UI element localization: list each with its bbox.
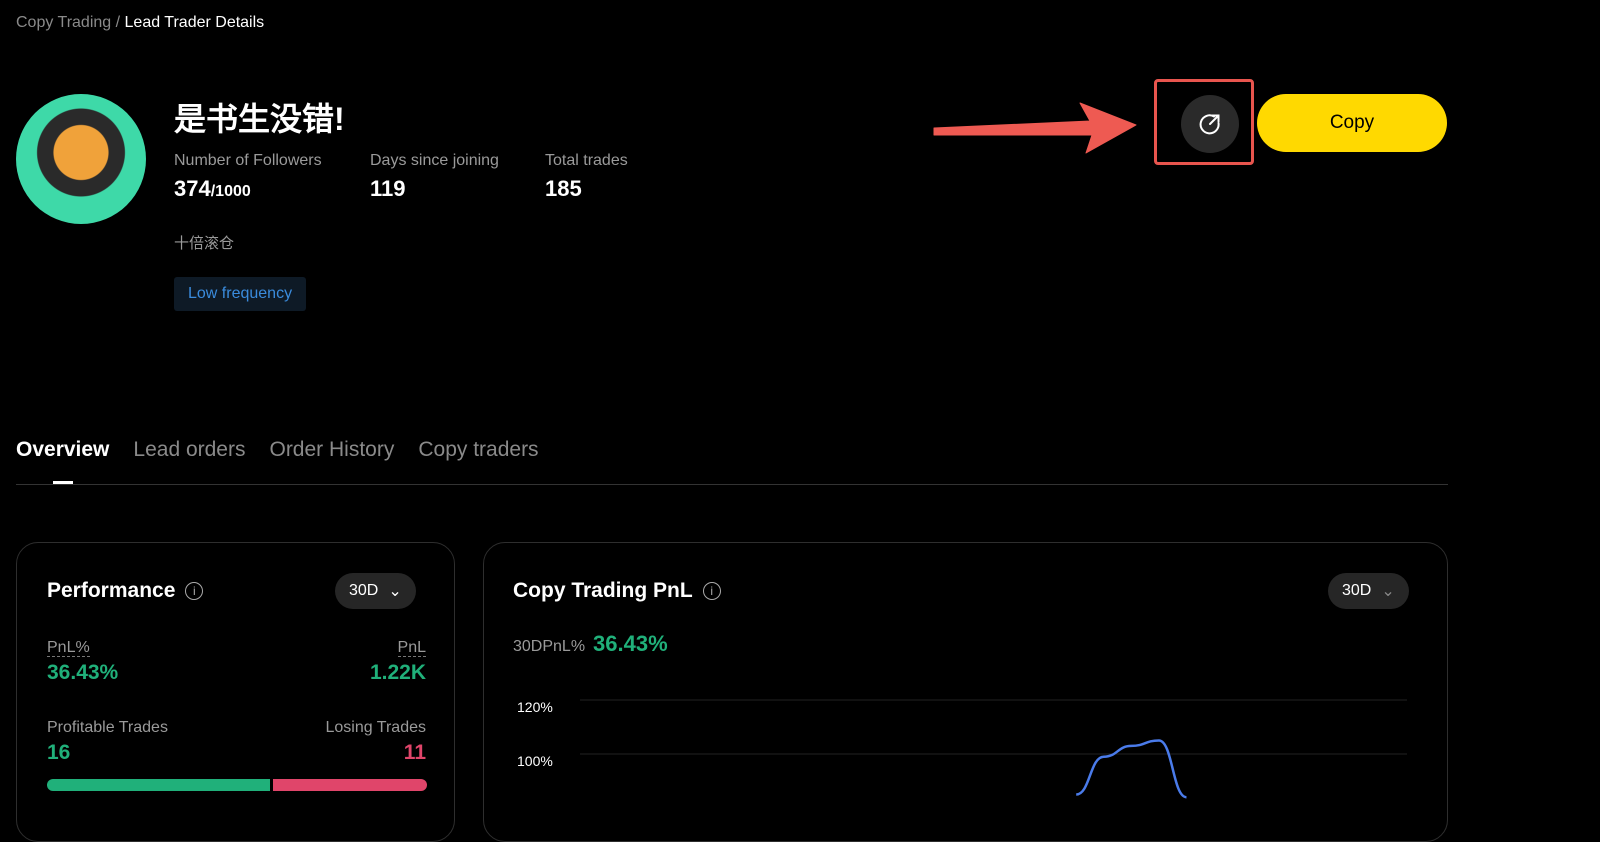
pnl-pct-label: PnL% [47, 639, 90, 657]
performance-period-select[interactable]: 30D ⌄ [335, 573, 416, 609]
info-icon[interactable]: i [702, 582, 721, 600]
profitable-label: Profitable Trades [47, 719, 168, 736]
info-icon[interactable]: i [185, 582, 204, 600]
share-button[interactable] [1181, 95, 1239, 153]
performance-title: Performance [47, 579, 176, 602]
tab-overview[interactable]: Overview [16, 438, 109, 484]
losing-label: Losing Trades [325, 719, 426, 736]
stat-days: Days since joining 119 [370, 152, 499, 202]
profitable-value: 16 [47, 741, 71, 764]
tab-order-history[interactable]: Order History [269, 438, 395, 461]
stat-value: 185 [545, 176, 582, 201]
stat-followers: Number of Followers 374/1000 [174, 152, 322, 202]
losing-value: 11 [403, 741, 426, 764]
tab-lead-orders[interactable]: Lead orders [133, 438, 246, 461]
tab-copy-traders[interactable]: Copy traders [418, 438, 539, 461]
pnl-series-line [1075, 739, 1187, 799]
tab-bar: Overview Lead orders Order History Copy … [16, 438, 1448, 485]
breadcrumb-separator: / [115, 14, 121, 31]
breadcrumb: Copy Trading / Lead Trader Details [16, 14, 264, 32]
pnl-chart-title: Copy Trading PnL [513, 579, 693, 602]
trader-name: 是书生没错! [174, 101, 345, 137]
win-loss-bar [47, 779, 427, 791]
period-value: 30D [1342, 582, 1372, 599]
breadcrumb-current: Lead Trader Details [124, 14, 265, 31]
win-bar [47, 779, 271, 791]
pnl-chart-card: Copy Trading PnL i 30D ⌄ 30DPnL% 36.43% 120… [483, 542, 1448, 842]
stat-suffix: /1000 [210, 183, 251, 200]
pnl-pct-value: 36.43% [47, 661, 119, 684]
pnl-value: 1.22K [369, 661, 426, 684]
loss-bar [273, 779, 427, 791]
share-icon [1199, 114, 1220, 135]
y-tick-label: 100% [517, 753, 553, 769]
pnl-line-chart [580, 699, 1407, 799]
y-tick-label: 120% [517, 699, 553, 715]
trader-bio: 十倍滚仓 [174, 235, 235, 252]
pnl-label: PnL [397, 639, 426, 657]
stat-value: 119 [370, 176, 406, 201]
chevron-down-icon: ⌄ [1381, 583, 1395, 600]
summary-label: 30DPnL% [513, 638, 586, 655]
stat-label: Days since joining [370, 152, 499, 169]
chevron-down-icon: ⌄ [388, 583, 402, 600]
avatar [16, 94, 146, 224]
pnl-period-select[interactable]: 30D ⌄ [1328, 573, 1409, 609]
stat-label: Number of Followers [174, 152, 322, 169]
annotation-arrow [933, 102, 1137, 154]
copy-button[interactable]: Copy [1257, 94, 1447, 152]
frequency-tag: Low frequency [174, 277, 307, 311]
annotation-highlight-box [1154, 79, 1254, 165]
stat-trades: Total trades 185 [545, 152, 628, 202]
stat-label: Total trades [545, 152, 628, 169]
summary-value: 36.43% [593, 631, 668, 656]
breadcrumb-parent[interactable]: Copy Trading [16, 14, 112, 31]
performance-card: Performance i 30D ⌄ PnL% 36.43% PnL 1.22K Pr… [16, 542, 455, 842]
period-value: 30D [349, 582, 379, 599]
stat-value: 374 [174, 176, 211, 201]
